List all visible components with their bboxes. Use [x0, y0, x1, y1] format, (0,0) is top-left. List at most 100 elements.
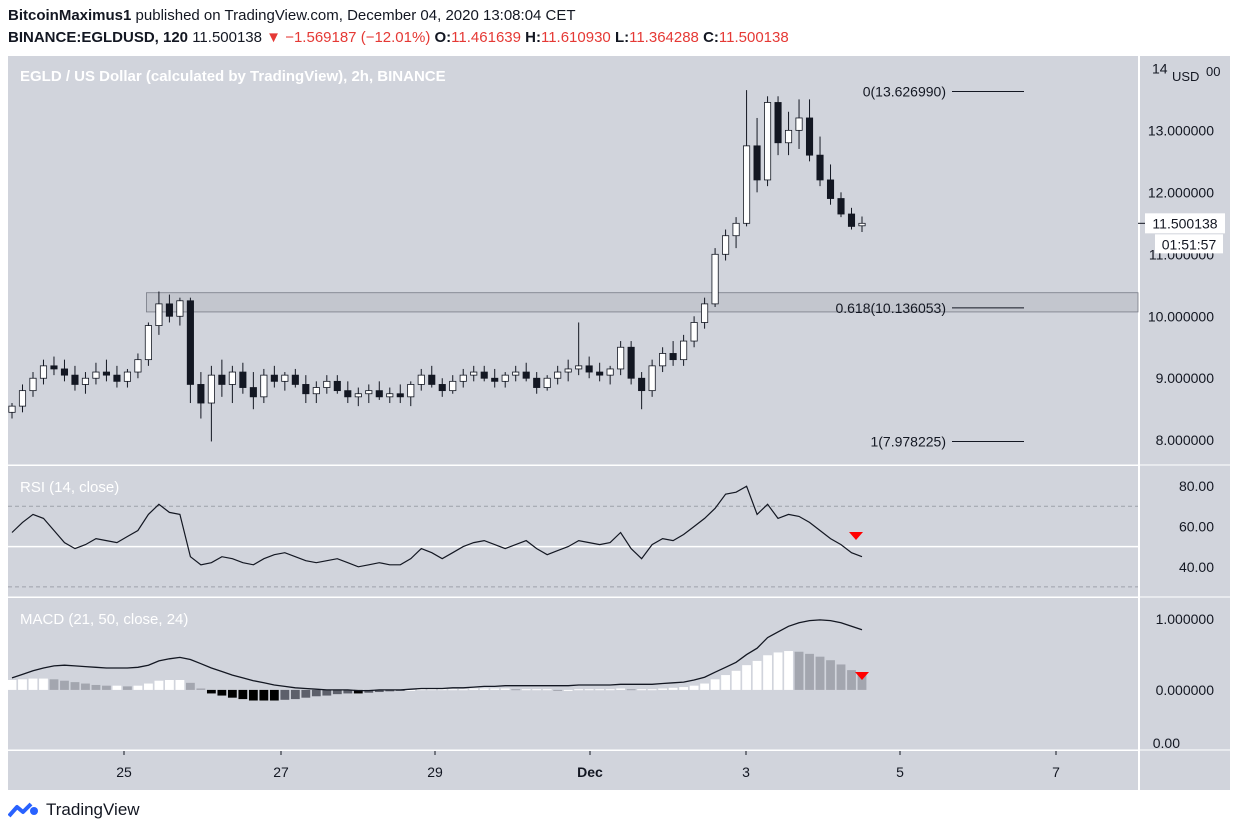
- macd-histogram-bar: [49, 679, 59, 690]
- macd-histogram-bar: [742, 665, 751, 690]
- macd-histogram-bar: [532, 689, 542, 691]
- macd-histogram-bar: [60, 680, 69, 690]
- macd-histogram-bar: [679, 687, 689, 690]
- candle-body: [449, 380, 457, 392]
- candle-body: [680, 340, 688, 361]
- macd-histogram-bar: [563, 689, 573, 691]
- rsi-pane: [8, 466, 1138, 597]
- time-tick-label: 3: [742, 764, 750, 780]
- candle-body: [207, 374, 215, 404]
- time-tick-label: 27: [273, 764, 289, 780]
- candle-body: [29, 377, 37, 392]
- macd-histogram-bar: [301, 689, 311, 698]
- candle-body: [711, 253, 719, 305]
- price-tick-label: 14: [1152, 60, 1168, 76]
- macd-histogram-bar: [144, 683, 153, 690]
- macd-histogram-bar: [448, 689, 458, 691]
- fib-level-label: 0.618(10.136053): [835, 300, 946, 316]
- candle-body: [648, 365, 656, 392]
- macd-histogram-bar: [731, 670, 741, 690]
- candle-body: [795, 117, 803, 131]
- macd-histogram-bar: [763, 655, 772, 690]
- rsi-tick-label: 80.00: [1179, 478, 1214, 494]
- candle-body: [669, 353, 677, 361]
- candle-body: [92, 371, 100, 379]
- macd-histogram-bar: [322, 689, 332, 696]
- macd-pane: [8, 598, 1138, 750]
- time-tick-label: 25: [116, 764, 132, 780]
- macd-histogram-bar: [752, 660, 762, 690]
- candle-body: [417, 374, 425, 385]
- support-zone: [146, 292, 1139, 313]
- macd-histogram-bar: [689, 685, 699, 690]
- macd-histogram-bar: [700, 683, 709, 690]
- down-triangle-icon: ▼: [266, 29, 282, 46]
- price-unit-label: USD: [1172, 69, 1199, 84]
- candle-body: [281, 374, 289, 382]
- candle-body: [333, 380, 341, 392]
- macd-histogram-bar: [721, 675, 730, 690]
- candle-body: [837, 198, 845, 215]
- close-value: 11.500138: [718, 29, 789, 46]
- candle-body: [554, 371, 562, 379]
- macd-histogram-bar: [70, 682, 80, 690]
- macd-histogram-bar: [154, 680, 164, 690]
- macd-histogram-bar: [343, 689, 353, 694]
- macd-histogram-bar: [479, 688, 489, 690]
- macd-histogram-bar: [81, 683, 90, 690]
- candle-body: [102, 371, 110, 376]
- close-label: C:: [703, 29, 719, 46]
- macd-down-marker: [855, 672, 869, 680]
- macd-histogram-bar: [39, 678, 48, 690]
- macd-histogram-bar: [458, 689, 468, 691]
- high-label: H:: [525, 29, 541, 46]
- macd-histogram-bar: [668, 687, 678, 690]
- candle-body: [774, 102, 782, 144]
- candle-body: [701, 303, 709, 323]
- macd-line: [11, 619, 863, 692]
- candle-body: [764, 102, 772, 181]
- low-label: L:: [614, 29, 630, 46]
- macd-histogram-bar: [437, 689, 447, 691]
- author-name[interactable]: BitcoinMaximus1: [8, 7, 132, 24]
- price-pane: [8, 56, 1138, 465]
- candle-body: [522, 371, 530, 379]
- macd-histogram-bar: [605, 689, 615, 691]
- candle-body: [386, 393, 394, 398]
- macd-histogram-bar: [500, 688, 510, 690]
- candle-body: [585, 365, 593, 373]
- low-value: 11.364288: [629, 29, 699, 46]
- candle-body: [543, 377, 551, 388]
- macd-histogram-bar: [238, 689, 248, 700]
- candle-body: [805, 117, 814, 156]
- macd-histogram-bar: [416, 689, 426, 691]
- price-tick-label: 13.000000: [1148, 122, 1214, 138]
- rsi-down-marker: [849, 532, 863, 540]
- tradingview-logo[interactable]: TradingView: [8, 800, 140, 820]
- price-change: −1.569187 (−12.01%): [285, 29, 431, 46]
- candle-body: [491, 377, 499, 382]
- macd-histogram-bar: [112, 685, 122, 690]
- candle-body: [575, 365, 583, 370]
- macd-histogram-bar: [784, 651, 793, 690]
- macd-histogram-bar: [353, 689, 363, 694]
- candle-body: [354, 393, 362, 398]
- candle-body: [39, 365, 48, 379]
- candle-body: [816, 154, 824, 181]
- brand-name: TradingView: [46, 800, 140, 819]
- candle-body: [459, 374, 467, 382]
- fib-level-label: 0(13.626990): [863, 84, 946, 100]
- price-tick-label: 9.000000: [1156, 370, 1215, 386]
- price-axis: [1140, 56, 1230, 790]
- fib-level-label: 1(7.978225): [870, 434, 946, 450]
- candle-body: [732, 222, 740, 237]
- ohlc-line: BINANCE:EGLDUSD, 120 11.500138 ▼ −1.5691…: [8, 29, 789, 46]
- open-value: 11.461639: [451, 29, 521, 46]
- candle-body: [291, 374, 299, 385]
- macd-histogram-bar: [553, 689, 563, 691]
- time-tick-label: Dec: [577, 764, 603, 780]
- macd-histogram-bar: [175, 680, 185, 690]
- macd-histogram-bar: [857, 675, 867, 690]
- candle-body: [826, 179, 835, 199]
